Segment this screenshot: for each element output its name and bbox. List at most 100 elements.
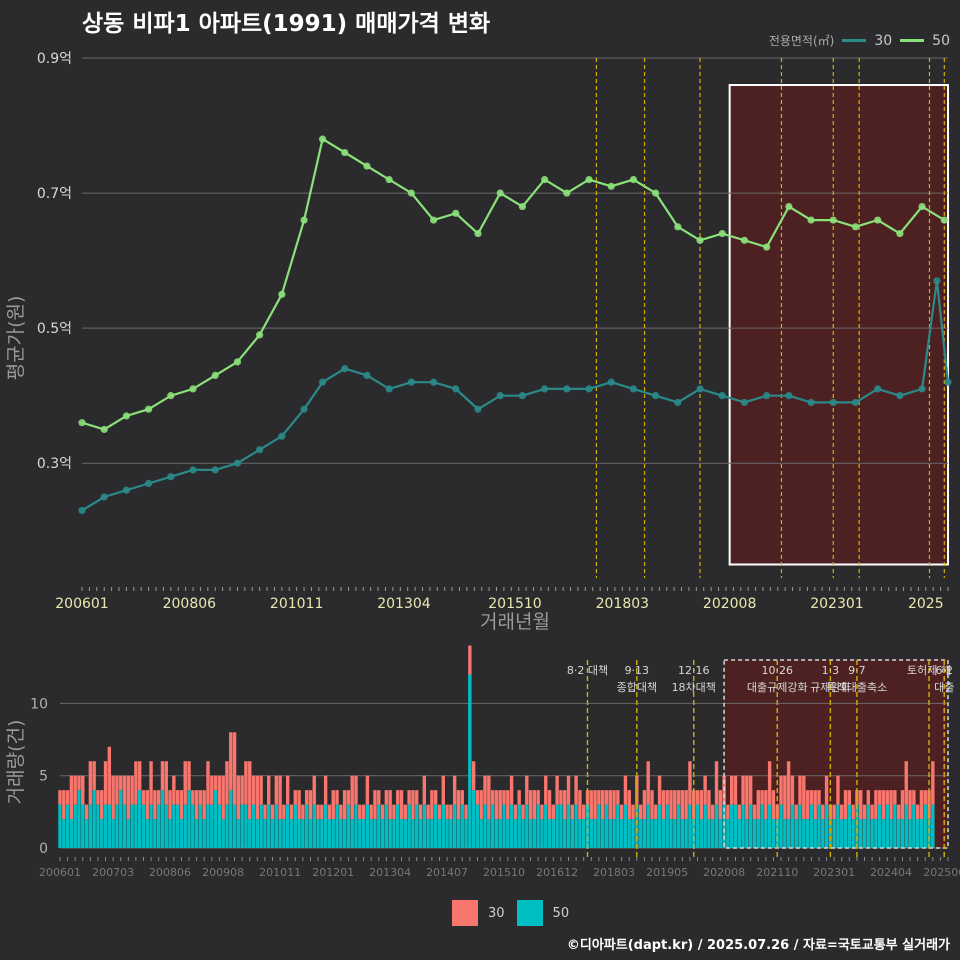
volume-bar-30: [331, 790, 335, 820]
volume-bar-30: [361, 804, 366, 820]
price-point-50: [851, 223, 860, 231]
volume-bar-30: [137, 761, 142, 791]
price-point-50: [145, 405, 153, 413]
price-point-50: [607, 182, 615, 190]
volume-bar-50: [88, 804, 93, 848]
volume-event-label: 8·2 대책: [567, 664, 608, 677]
volume-bar-30: [365, 775, 370, 805]
volume-bar-30: [802, 775, 806, 820]
volume-bar-50: [764, 819, 768, 848]
volume-bar-30: [733, 775, 738, 805]
volume-bar-30: [597, 790, 601, 805]
volume-bar-50: [415, 804, 419, 848]
volume-bar-50: [217, 804, 222, 848]
volume-bar-30: [206, 761, 210, 805]
price-point-50: [211, 371, 219, 380]
volume-bar-50: [623, 804, 628, 848]
volume-bar-50: [927, 819, 931, 848]
volume-bar-50: [396, 804, 400, 848]
price-point-50: [674, 223, 682, 231]
volume-bar-30: [84, 804, 89, 820]
volume-bar-50: [285, 804, 290, 848]
volume-bar-50: [96, 804, 100, 848]
volume-bar-30: [521, 804, 525, 820]
volume-x-tick-label: 200908: [202, 866, 244, 879]
volume-bar-30: [688, 761, 692, 805]
volume-bar-50: [437, 819, 442, 848]
volume-bar-30: [821, 804, 825, 820]
volume-bar-30: [88, 761, 93, 805]
volume-x-tick-label: 202301: [813, 866, 855, 879]
price-point-30: [256, 446, 264, 454]
volume-highlight-frame: [723, 659, 949, 849]
volume-bar-50: [802, 819, 806, 848]
volume-bar-50: [600, 819, 605, 848]
volume-bar-50: [908, 819, 912, 848]
volume-bar-30: [889, 790, 893, 820]
volume-bar-50: [544, 804, 548, 848]
volume-bar-50: [399, 819, 404, 848]
price-point-50: [452, 209, 460, 217]
volume-bar-50: [323, 804, 328, 848]
volume-bar-50: [589, 819, 593, 848]
volume-bar-30: [786, 761, 791, 820]
volume-event-label: 대출: [934, 681, 954, 694]
volume-bar-50: [130, 804, 134, 848]
price-point-50: [918, 202, 926, 211]
volume-bar-50: [191, 804, 195, 848]
volume-bar-50: [456, 819, 461, 848]
volume-bar-30: [619, 804, 624, 820]
volume-bar-30: [130, 775, 134, 805]
top-legend-title: 전용면적(㎡): [768, 34, 835, 48]
volume-bar-30: [285, 775, 290, 805]
volume-bar-50: [304, 804, 309, 848]
bottom-legend-label-30: 30: [488, 905, 505, 921]
volume-bar-50: [301, 819, 305, 848]
price-point-30: [300, 405, 308, 413]
price-x-tick-label: 200806: [163, 596, 217, 612]
volume-bar-30: [604, 790, 609, 805]
volume-bar-30: [752, 804, 757, 820]
price-point-50: [167, 392, 175, 400]
volume-bar-50: [369, 819, 373, 848]
price-point-30: [629, 385, 638, 393]
volume-bar-30: [270, 804, 275, 820]
volume-bar-50: [312, 804, 316, 848]
volume-bar-30: [335, 790, 339, 805]
volume-bar-50: [638, 819, 643, 848]
volume-bar-30: [817, 790, 821, 805]
volume-bar-30: [885, 790, 889, 805]
volume-bar-30: [415, 790, 419, 805]
price-point-30: [785, 392, 793, 400]
volume-bar-30: [707, 790, 711, 820]
price-point-30: [763, 392, 771, 400]
price-point-50: [585, 175, 593, 184]
volume-bar-50: [555, 804, 559, 848]
price-point-50: [541, 175, 549, 184]
volume-bar-30: [646, 761, 650, 805]
volume-bar-50: [232, 804, 237, 848]
volume-bar-30: [741, 775, 745, 805]
volume-bar-50: [866, 804, 871, 848]
volume-bar-30: [62, 790, 66, 820]
price-point-30: [167, 473, 175, 481]
volume-bar-30: [832, 804, 836, 820]
volume-bar-50: [828, 819, 833, 848]
volume-bar-50: [479, 819, 483, 848]
volume-bar-30: [153, 790, 157, 820]
volume-bar-50: [722, 804, 726, 848]
volume-bar-50: [798, 804, 802, 848]
price-point-50: [233, 358, 242, 366]
volume-bar-30: [676, 790, 681, 805]
volume-bar-50: [627, 819, 631, 848]
volume-x-tick-label: 201510: [483, 866, 525, 879]
volume-x-tick-label: 202404: [870, 866, 912, 879]
price-x-tick-label: 2025: [908, 596, 944, 612]
volume-bar-50: [145, 819, 149, 848]
price-y-tick-label: 0.7억: [37, 186, 72, 202]
volume-bar-30: [703, 775, 707, 805]
volume-bar-30: [661, 790, 666, 820]
volume-bar-50: [509, 804, 514, 848]
volume-bar-50: [669, 819, 673, 848]
volume-bar-50: [433, 804, 438, 848]
